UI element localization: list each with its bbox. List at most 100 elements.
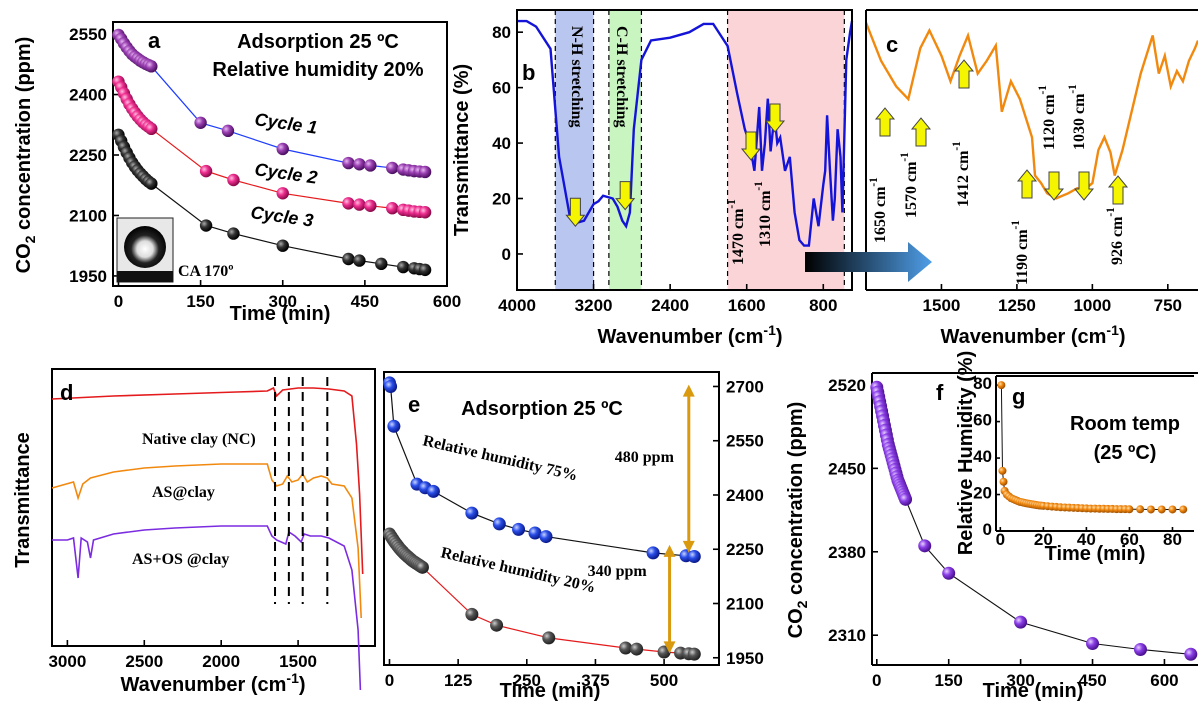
panel-e-diff-480: 480 ppm (615, 449, 675, 466)
panel-c-label: c (886, 32, 898, 57)
panel-e-frame (383, 371, 720, 666)
panel-a-point (276, 187, 289, 200)
panel-a-label: a (148, 28, 161, 53)
panel-f-point (1086, 637, 1100, 651)
zoom-arrow (805, 242, 932, 282)
nh-marker-arrow (565, 197, 586, 228)
panel-a-point (276, 142, 289, 156)
panel-a-point (276, 239, 289, 252)
panel-e-20-point (542, 631, 556, 645)
panel-e-xtick-label: 0 (385, 671, 394, 690)
panel-c-peak-label: 1120 cm-1 (1037, 85, 1058, 150)
panel-f-ytick-label: 2310 (828, 626, 866, 645)
panel-b-ytick-label: 20 (492, 190, 511, 209)
panel-c-peak-label: 1650 cm-1 (868, 177, 889, 243)
panel-a-frame (112, 21, 448, 287)
panel-e-20-point (465, 607, 479, 621)
panel-f-point (918, 539, 932, 553)
panel-g-annotation: Room temp (1070, 413, 1180, 435)
panel-f-point (942, 566, 956, 580)
panel-a-series-name: Cycle 2 (253, 159, 318, 188)
panel-e-75-line (388, 382, 695, 558)
panel-a-point (386, 202, 399, 215)
panel-e-75-point (384, 379, 398, 393)
panel-e-xtick-label: 375 (581, 671, 609, 690)
panel-a-point (342, 197, 355, 210)
panel-b-xtick-label: 4000 (498, 296, 536, 315)
panel-a-point (199, 164, 213, 178)
panel-a-series-line (118, 34, 426, 173)
panel-f-ytick-label: 2520 (828, 376, 866, 395)
panel-a-point (227, 173, 240, 187)
panel-a-point (418, 165, 432, 179)
panel-c-xtick-label: 1250 (998, 296, 1036, 315)
panel-d-xtick-label: 3000 (48, 652, 86, 671)
panel-e-xtick-label: 125 (444, 671, 472, 690)
panel-e-75-point (492, 517, 506, 531)
panel-e-series-name: Relative humidity 20% (439, 544, 597, 596)
panel-a-point (353, 158, 366, 171)
panel-e-75-point (465, 506, 479, 520)
panel-g-xtick-label: 80 (1163, 530, 1182, 549)
panel-a-xtick-label: 450 (351, 292, 379, 311)
panel-g-point (1179, 505, 1188, 514)
panel-a-ytick-label: 2400 (69, 86, 107, 105)
panel-c-peak-label: 1190 cm-1 (1010, 220, 1031, 285)
panel-a-point (227, 227, 240, 240)
panel-g-point (1168, 505, 1177, 514)
panel-e-75-point (646, 546, 660, 560)
panel-a-xtick-label: 600 (433, 292, 461, 311)
panel-e-75-point (528, 526, 542, 540)
panel-e-340-arrow-head-up (663, 544, 676, 557)
panel-a-series-name: Cycle 3 (249, 202, 314, 231)
panel-g-ytick-label: 0 (983, 520, 992, 539)
panel-b-ytick-label: 60 (492, 79, 511, 98)
panel-c-peak-label: 1030 cm-1 (1067, 84, 1088, 150)
panel-a-point (145, 122, 158, 136)
panel-g-point (997, 381, 1006, 390)
panel-g-background (960, 374, 1198, 552)
panel-a-annotation: Relative humidity 20% (212, 59, 423, 81)
panel-f-ytick-label: 2450 (828, 459, 866, 478)
panel-b-xtick-label: 800 (809, 296, 837, 315)
panel-b-ytick-label: 0 (502, 245, 511, 264)
panel-e-xtick-label: 250 (513, 671, 541, 690)
peak-label-1470: 1470 cm-1 (726, 199, 747, 265)
panel-c-xtick-label: 1000 (1073, 296, 1111, 315)
panel-e-75-point (426, 484, 440, 498)
panel-d-as-os-clay-trace (52, 525, 362, 691)
panel-a-xlabel: Time (min) (230, 303, 331, 325)
panel-g-point (999, 477, 1008, 486)
peak-label-1310: 1310 cm-1 (753, 181, 774, 247)
panel-b-ytick-label: 40 (492, 134, 511, 153)
panel-a-point (364, 199, 377, 212)
panel-a-point (396, 260, 410, 274)
p1310-marker-arrow (764, 103, 786, 133)
panel-f-point (1133, 643, 1147, 657)
panel-g-xtick-label: 60 (1120, 530, 1139, 549)
panel-e-75-point (687, 549, 701, 563)
nh-stretch-band (555, 10, 594, 290)
panel-c-peak-label: 1412 cm-1 (951, 141, 972, 207)
water-droplet (124, 226, 166, 268)
panel-e-20-point (687, 647, 701, 661)
panel-e-xtick-label: 500 (650, 671, 678, 690)
panel-f-label: f (936, 380, 944, 405)
panel-e-label: e (408, 392, 420, 417)
panel-a-series-name: Cycle 1 (253, 109, 318, 138)
panel-f-point (1184, 647, 1198, 661)
panel-b-xlabel: Wavenumber (cm-1) (597, 322, 782, 348)
panel-f-ytick-label: 2380 (828, 543, 866, 562)
panel-e-20-point (630, 642, 644, 656)
panel-d-legend-entry: AS@clay (152, 484, 215, 501)
panel-a-point (199, 219, 213, 232)
panel-b-ylabel: Transmittance (%) (451, 64, 473, 236)
panel-g-xtick-label: 40 (1077, 530, 1096, 549)
panel-g-annotation: (25 ºC) (1094, 442, 1157, 464)
p1470-marker-arrow (740, 131, 762, 161)
panel-g-point (1136, 505, 1145, 514)
panel-g-point (1125, 505, 1134, 514)
panel-g-ytick-label: 20 (973, 484, 992, 503)
panel-c-spectrum-line (864, 22, 1198, 200)
panel-b-xtick-label: 3200 (575, 296, 613, 315)
